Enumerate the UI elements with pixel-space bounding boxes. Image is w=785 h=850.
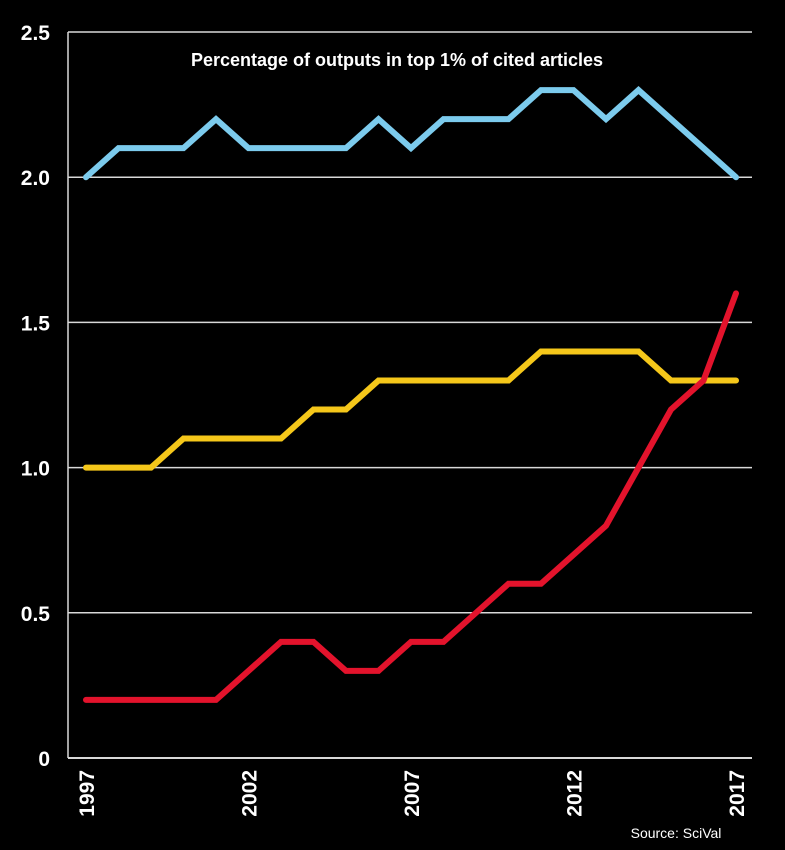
x-tick-label: 2002: [239, 770, 262, 817]
series-line-1: [83, 86, 739, 181]
axes: [67, 32, 752, 759]
y-tick-label: 0: [38, 748, 50, 771]
x-tick-label: 2007: [401, 770, 424, 817]
x-tick-label: 1997: [76, 770, 99, 817]
y-tick-label: 1.0: [21, 458, 50, 481]
x-axis-ticks: 1997 2002 2007 2012 2017: [76, 770, 749, 817]
x-tick-label: 2012: [564, 770, 587, 817]
y-tick-label: 0.5: [21, 603, 51, 626]
series-line-3: [83, 290, 739, 703]
series-lines: [83, 86, 739, 703]
y-tick-label: 1.5: [21, 312, 51, 335]
chart-title: Percentage of outputs in top 1% of cited…: [191, 50, 603, 70]
y-tick-label: 2.5: [21, 22, 51, 45]
x-tick-label: 2017: [726, 770, 749, 817]
source-note: Source: SciVal: [631, 825, 722, 841]
series-line-2: [83, 348, 739, 471]
y-tick-label: 2.0: [21, 167, 50, 190]
y-axis-ticks: 0 0.5 1.0 1.5 2.0 2.5: [21, 22, 51, 771]
